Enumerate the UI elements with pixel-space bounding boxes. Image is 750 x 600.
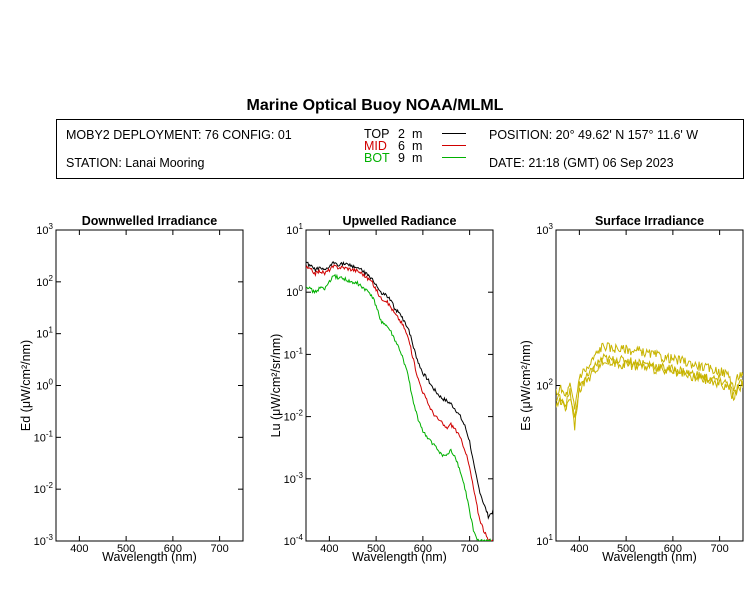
series-line-mid <box>306 263 493 541</box>
y-tick-label: 10-2 <box>284 409 304 424</box>
y-tick-label: 102 <box>536 378 553 393</box>
legend-unit: m <box>412 139 423 153</box>
date-text: DATE: 21:18 (GMT) 06 Sep 2023 <box>489 156 674 170</box>
info-box: MOBY2 DEPLOYMENT: 76 CONFIG: 01 STATION:… <box>56 119 744 179</box>
y-tick-label: 10-1 <box>34 429 54 444</box>
y-tick-label: 10-1 <box>284 346 304 361</box>
station-text: STATION: Lanai Mooring <box>66 156 205 170</box>
legend-unit: m <box>412 151 423 165</box>
chart-2: Upwelled Radiance 400 500 600 700 101 100 10-1 1… <box>269 214 494 564</box>
y-tick-label: 10-4 <box>284 533 304 548</box>
legend-depth: 9 <box>398 151 405 165</box>
y-axis-label: Es (μW/cm²/nm) <box>519 340 533 431</box>
x-axis-label: Wavelength (nm) <box>352 550 447 564</box>
x-axis-label: Wavelength (nm) <box>602 550 697 564</box>
legend-swatch <box>442 133 466 134</box>
y-axis-label: Lu (μW/cm²/sr/nm) <box>269 334 283 438</box>
y-tick-label: 101 <box>36 326 53 341</box>
x-tick-label: 500 <box>617 543 635 555</box>
x-tick-label: 700 <box>460 543 478 555</box>
y-tick-label: 101 <box>536 533 553 548</box>
legend-name: MID <box>364 139 387 153</box>
chart-title: Surface Irradiance <box>595 214 704 228</box>
x-tick-label: 400 <box>70 543 88 555</box>
x-tick-label: 500 <box>117 543 135 555</box>
y-tick-label: 10-3 <box>284 471 304 486</box>
legend-unit: m <box>412 127 423 141</box>
chart-title: Upwelled Radiance <box>343 214 457 228</box>
y-tick-label: 102 <box>36 274 53 289</box>
series-line-es-1 <box>556 342 743 410</box>
y-tick-label: 101 <box>286 222 303 237</box>
y-tick-label: 10-2 <box>34 481 54 496</box>
y-tick-label: 100 <box>36 378 53 393</box>
chart-3: Surface Irradiance 400 500 600 700 103 102 101 W… <box>519 214 744 564</box>
plot-frame <box>55 229 244 542</box>
x-tick-label: 400 <box>320 543 338 555</box>
series-line-top <box>306 260 493 520</box>
x-tick-label: 600 <box>164 543 182 555</box>
y-tick-label: 103 <box>536 222 553 237</box>
y-tick-label: 103 <box>36 222 53 237</box>
x-tick-label: 700 <box>710 543 728 555</box>
legend-depth: 2 <box>398 127 405 141</box>
page-title: Marine Optical Buoy NOAA/MLML <box>246 97 504 114</box>
x-tick-label: 600 <box>664 543 682 555</box>
series-line-es-3 <box>556 357 743 431</box>
y-tick-label: 10-3 <box>34 533 54 548</box>
legend-swatch <box>442 157 466 158</box>
y-axis-label: Ed (μW/cm²/nm) <box>19 340 33 431</box>
x-tick-label: 600 <box>414 543 432 555</box>
plot-frame <box>305 229 494 542</box>
legend-item-mid: MID 6 m <box>364 139 514 153</box>
legend-item-bot: BOT 9 m <box>364 151 514 165</box>
chart-1: Downwelled Irradiance 400 500 600 700 103 102 1… <box>19 214 244 564</box>
x-tick-label: 500 <box>367 543 385 555</box>
position-text: POSITION: 20° 49.62' N 157° 11.6' W <box>489 128 699 142</box>
legend-name: BOT <box>364 151 390 165</box>
series-line-bot <box>306 273 492 541</box>
y-tick-label: 100 <box>286 284 303 299</box>
deployment-text: MOBY2 DEPLOYMENT: 76 CONFIG: 01 <box>66 128 292 142</box>
x-axis-label: Wavelength (nm) <box>102 550 197 564</box>
legend-item-top: TOP 2 m <box>364 127 514 141</box>
legend-name: TOP <box>364 127 390 141</box>
x-tick-label: 700 <box>210 543 228 555</box>
legend-swatch <box>442 145 466 146</box>
chart-title: Downwelled Irradiance <box>82 214 218 228</box>
x-tick-label: 400 <box>570 543 588 555</box>
legend-depth: 6 <box>398 139 405 153</box>
